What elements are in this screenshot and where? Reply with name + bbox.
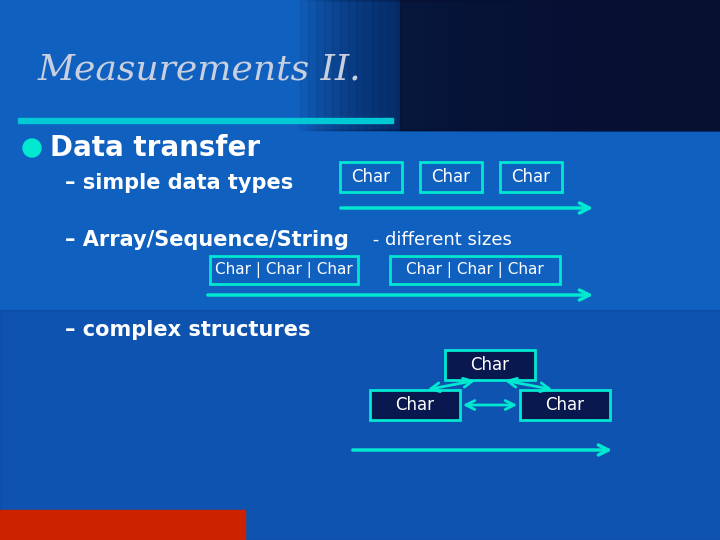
Bar bbox=[660, 0, 720, 130]
Text: - different sizes: - different sizes bbox=[367, 231, 512, 249]
Text: Char: Char bbox=[470, 356, 510, 374]
Text: Char: Char bbox=[511, 168, 551, 186]
Bar bbox=[628, 0, 720, 130]
Text: Data transfer: Data transfer bbox=[50, 134, 260, 162]
Text: – simple data types: – simple data types bbox=[65, 173, 293, 193]
Bar bbox=[18, 118, 393, 123]
Bar bbox=[388, 0, 720, 130]
Bar bbox=[0, 310, 720, 540]
Bar bbox=[468, 0, 720, 130]
Bar bbox=[445, 350, 535, 380]
Text: Char | Char | Char: Char | Char | Char bbox=[406, 262, 544, 278]
Bar bbox=[308, 0, 720, 130]
Bar bbox=[396, 0, 720, 130]
Bar bbox=[452, 0, 720, 130]
Bar bbox=[492, 0, 720, 130]
Bar bbox=[684, 0, 720, 130]
Text: Measurements II.: Measurements II. bbox=[38, 53, 361, 87]
Bar bbox=[332, 0, 720, 130]
Bar bbox=[676, 0, 720, 130]
Bar bbox=[556, 0, 720, 130]
Bar bbox=[400, 0, 720, 130]
Text: Char: Char bbox=[546, 396, 585, 414]
Bar bbox=[372, 0, 720, 130]
Bar bbox=[612, 0, 720, 130]
Bar bbox=[604, 0, 720, 130]
Text: – complex structures: – complex structures bbox=[65, 320, 310, 340]
Bar bbox=[476, 0, 720, 130]
Bar bbox=[596, 0, 720, 130]
Bar bbox=[412, 0, 720, 130]
Bar bbox=[428, 0, 720, 130]
Text: Char: Char bbox=[351, 168, 390, 186]
Bar bbox=[340, 162, 402, 192]
Bar bbox=[692, 0, 720, 130]
Bar bbox=[390, 256, 560, 284]
Bar bbox=[0, 510, 245, 540]
Bar bbox=[644, 0, 720, 130]
Bar bbox=[380, 0, 720, 130]
Bar bbox=[364, 0, 720, 130]
Text: Char: Char bbox=[395, 396, 434, 414]
Bar bbox=[484, 0, 720, 130]
Bar bbox=[356, 0, 720, 130]
Bar bbox=[348, 0, 720, 130]
Bar bbox=[572, 0, 720, 130]
Bar bbox=[564, 0, 720, 130]
Text: Char | Char | Char: Char | Char | Char bbox=[215, 262, 353, 278]
Bar bbox=[210, 256, 358, 284]
Bar bbox=[548, 0, 720, 130]
Bar bbox=[652, 0, 720, 130]
Bar bbox=[370, 390, 460, 420]
Bar bbox=[580, 0, 720, 130]
Bar bbox=[500, 162, 562, 192]
Bar bbox=[420, 162, 482, 192]
Bar bbox=[540, 0, 720, 130]
Bar bbox=[524, 0, 720, 130]
Text: – Array/Sequence/String: – Array/Sequence/String bbox=[65, 230, 349, 250]
Bar bbox=[520, 390, 610, 420]
Bar bbox=[668, 0, 720, 130]
Bar bbox=[508, 0, 720, 130]
Bar bbox=[588, 0, 720, 130]
Bar bbox=[444, 0, 720, 130]
Bar bbox=[500, 0, 720, 130]
Bar bbox=[420, 0, 720, 130]
Bar bbox=[324, 0, 720, 130]
Bar bbox=[300, 0, 720, 130]
Bar bbox=[516, 0, 720, 130]
Bar bbox=[620, 0, 720, 130]
Circle shape bbox=[23, 139, 41, 157]
Bar bbox=[460, 0, 720, 130]
Bar bbox=[532, 0, 720, 130]
Bar bbox=[636, 0, 720, 130]
Bar bbox=[340, 0, 720, 130]
Bar bbox=[316, 0, 720, 130]
Text: Char: Char bbox=[431, 168, 470, 186]
Bar bbox=[404, 0, 720, 130]
Bar bbox=[436, 0, 720, 130]
